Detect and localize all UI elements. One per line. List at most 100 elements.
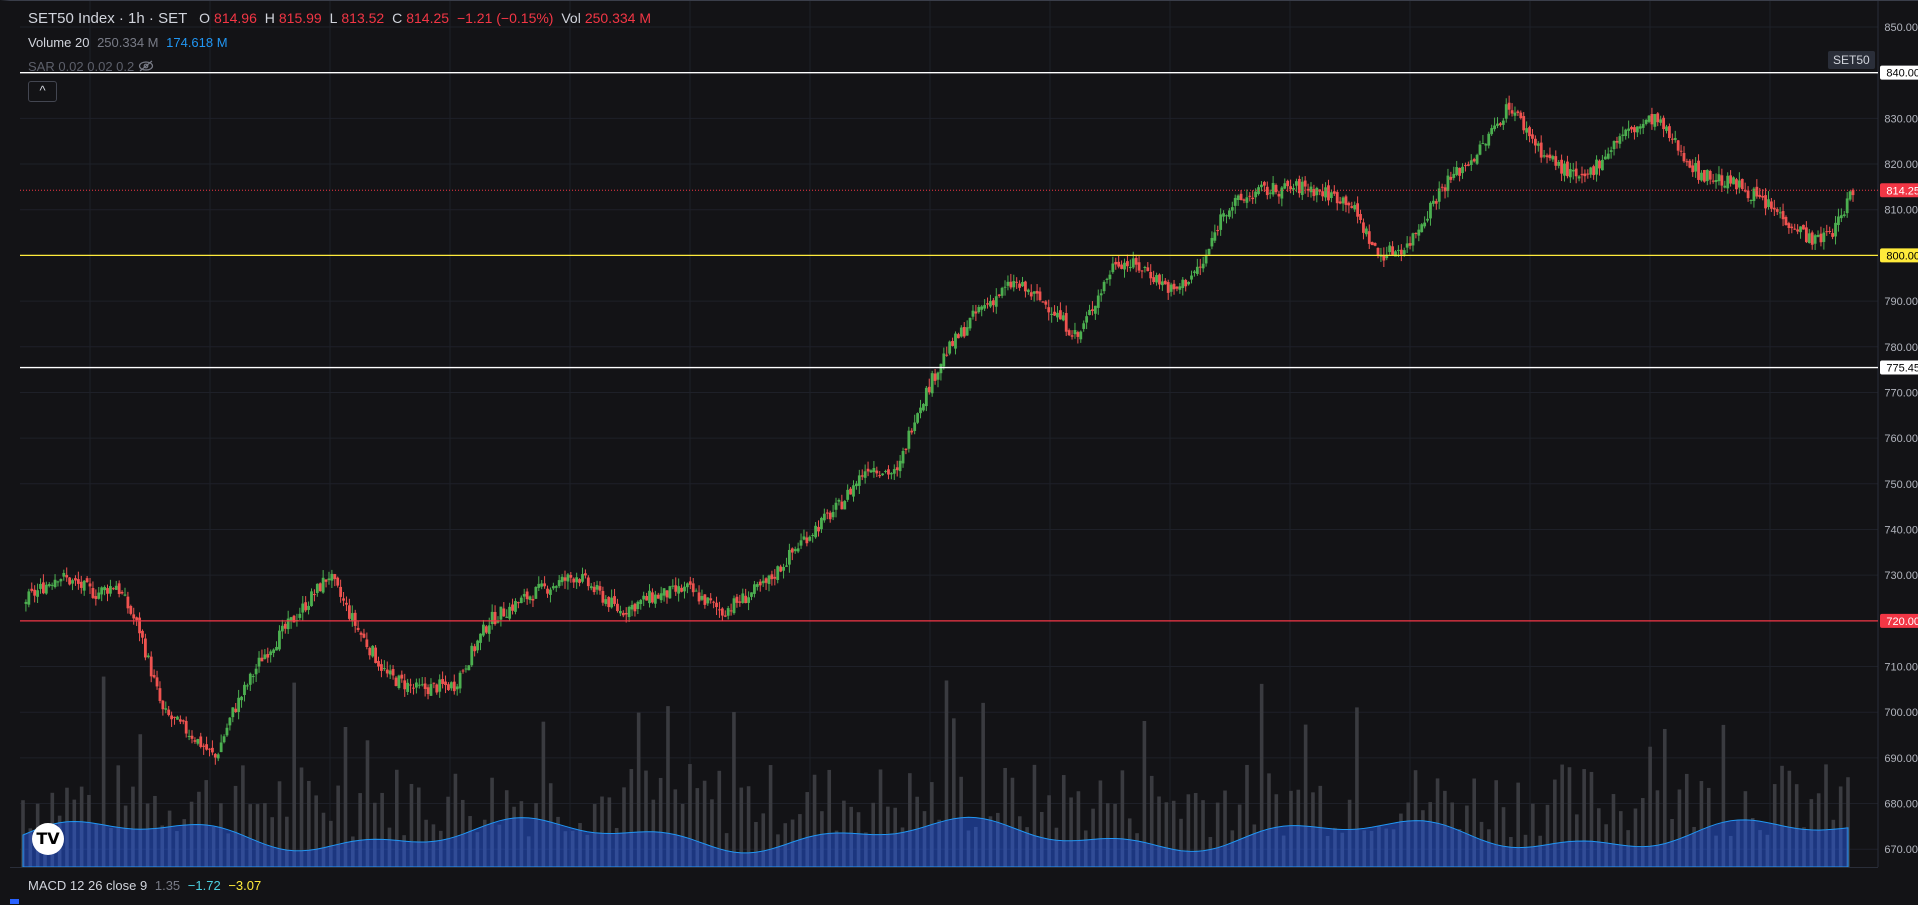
volume-bar xyxy=(798,814,802,867)
candle xyxy=(1222,213,1225,217)
candle xyxy=(1350,206,1354,208)
volume-bar xyxy=(1487,829,1491,867)
volume-bar xyxy=(109,827,113,867)
candle xyxy=(997,294,1001,296)
candle xyxy=(1341,197,1345,204)
candle xyxy=(298,613,302,618)
candle xyxy=(141,630,144,638)
candle xyxy=(1770,201,1773,209)
candle xyxy=(257,657,261,667)
volume-bar xyxy=(1780,765,1784,867)
candle xyxy=(205,744,208,750)
candle xyxy=(1735,179,1738,190)
candle xyxy=(347,605,351,619)
volume-bar xyxy=(805,792,810,867)
candle xyxy=(1673,137,1677,141)
candle xyxy=(1012,281,1016,288)
volume-bar xyxy=(1333,827,1337,867)
candle xyxy=(685,583,689,588)
candle xyxy=(71,580,74,584)
candle xyxy=(1810,232,1814,245)
volume-bar xyxy=(1098,780,1103,867)
volume-bar xyxy=(409,783,414,867)
candle xyxy=(1070,335,1074,337)
tradingview-logo[interactable]: TV xyxy=(32,823,64,855)
price-label-box xyxy=(1880,613,1918,628)
macd-pane[interactable]: MACD 12 26 close 9 1.35 −1.72 −3.07 xyxy=(10,867,1878,905)
volume-bar xyxy=(1772,784,1777,867)
candle xyxy=(1528,127,1531,137)
symbol-legend: SET50 Index · 1h · SET O 814.96 H 815.99 L… xyxy=(28,10,655,27)
candle xyxy=(479,633,482,643)
volume-bar xyxy=(1230,830,1235,867)
candle xyxy=(1804,227,1808,243)
candle xyxy=(755,584,759,587)
candle xyxy=(1114,261,1118,265)
candle xyxy=(1828,230,1832,232)
volume-bar xyxy=(761,813,766,867)
volume-bar xyxy=(959,776,963,867)
volume-bar xyxy=(1113,803,1117,867)
candle xyxy=(1682,152,1686,162)
candle xyxy=(1117,261,1121,267)
candle xyxy=(1656,113,1660,123)
volume-bar xyxy=(175,831,179,867)
candle xyxy=(1641,123,1645,128)
price-label: 775.45 xyxy=(1886,363,1918,375)
candle xyxy=(368,647,372,656)
candle xyxy=(516,602,520,604)
volume-bar xyxy=(255,804,260,867)
candle xyxy=(438,679,442,692)
candle xyxy=(473,646,477,652)
volume-bar xyxy=(688,764,692,867)
candle xyxy=(1021,281,1024,287)
volume-bar xyxy=(490,777,494,867)
volume-bar xyxy=(886,806,890,867)
candle xyxy=(1213,232,1217,241)
candle xyxy=(575,577,579,583)
last-price-label: 814.25 xyxy=(1886,185,1918,197)
y-tick-label: 730.00 xyxy=(1884,570,1918,582)
candle xyxy=(1813,235,1817,244)
candle xyxy=(109,586,112,594)
volume-bar xyxy=(1743,791,1748,867)
collapse-legend-button[interactable]: ^ xyxy=(28,81,57,102)
candle xyxy=(919,407,922,414)
candle xyxy=(1723,185,1727,188)
candle xyxy=(423,683,427,689)
candle xyxy=(790,548,794,553)
candle xyxy=(1032,291,1036,294)
y-tick-label: 760.00 xyxy=(1884,433,1918,445)
volume-bar xyxy=(1706,787,1711,867)
candle xyxy=(954,333,957,349)
candle xyxy=(126,596,130,609)
eye-hidden-icon[interactable] xyxy=(138,60,154,72)
volume-bar xyxy=(673,789,678,867)
y-tick-label: 710.00 xyxy=(1884,662,1918,674)
volume-bar xyxy=(1149,775,1154,867)
candle xyxy=(143,638,147,658)
price-chart[interactable]: 850.00 840.00 830.00 820.00 810.00 800.00 790.… xyxy=(10,1,1918,904)
candle xyxy=(557,580,561,587)
volume-bar xyxy=(416,787,421,867)
candle xyxy=(761,580,765,584)
candle xyxy=(1178,286,1182,290)
candle xyxy=(184,720,188,734)
candle xyxy=(1501,120,1505,125)
volume-bar xyxy=(1135,833,1139,867)
sar-legend[interactable]: SAR 0.02 0.02 0.2 xyxy=(28,59,138,74)
candle xyxy=(1606,153,1610,159)
candle xyxy=(522,594,526,597)
candle xyxy=(458,672,462,689)
candle xyxy=(1679,150,1683,152)
volume-legend[interactable]: Volume 20 250.334 M 174.618 M xyxy=(28,35,232,50)
candle xyxy=(1787,223,1791,228)
low-value: 813.52 xyxy=(341,10,385,26)
candle xyxy=(907,430,911,449)
candle xyxy=(863,471,867,478)
symbol-title[interactable]: SET50 Index · 1h · SET xyxy=(28,10,188,27)
candle xyxy=(828,512,832,520)
candle xyxy=(799,540,803,546)
candle xyxy=(444,681,447,686)
scroll-indicator[interactable] xyxy=(10,899,19,904)
